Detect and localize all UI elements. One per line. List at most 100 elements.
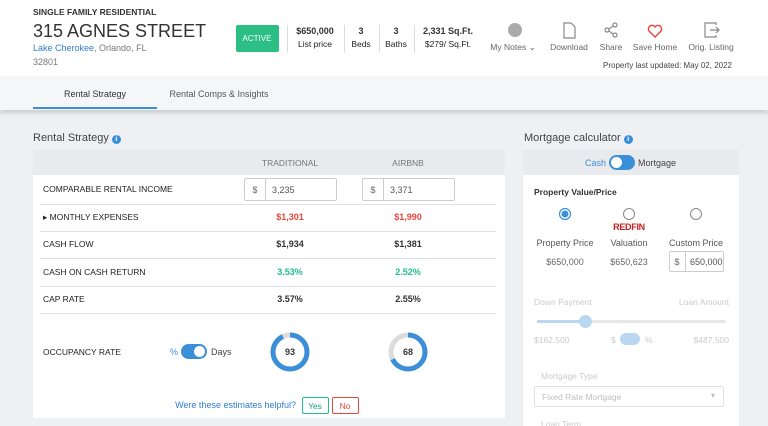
currency: $	[370, 185, 376, 195]
donut-arc	[270, 332, 310, 372]
toggle-label[interactable]: Days	[211, 347, 232, 357]
input-value[interactable]: 3,371	[390, 185, 413, 195]
row-divider	[40, 231, 496, 232]
tab-underline	[33, 107, 157, 109]
row-label-text: MONTHLY EXPENSES	[49, 212, 139, 222]
option-label: Property Price	[536, 238, 594, 248]
stat-label: Beds	[351, 39, 371, 49]
panel	[33, 150, 505, 418]
stat-label: List price	[297, 39, 333, 49]
stat-label: Baths	[385, 39, 407, 49]
cell: $1,934	[276, 239, 304, 249]
radio[interactable]	[690, 208, 702, 220]
stat-value: 3	[358, 26, 364, 36]
location: Lake Cherokee, Orlando, FL	[33, 42, 147, 54]
field-label: Down Payment	[534, 297, 592, 307]
slider-knob[interactable]	[579, 315, 592, 328]
divider	[344, 25, 345, 53]
stat-value: $650,000	[296, 26, 334, 36]
feedback-question: Were these estimates helpful?	[175, 400, 296, 410]
currency: $	[252, 185, 258, 195]
divider	[414, 25, 415, 53]
radio-dot	[561, 210, 569, 218]
cell: 2.52%	[395, 267, 421, 277]
city: , Orlando, FL	[94, 43, 147, 53]
slider-track	[537, 320, 726, 323]
divider	[287, 25, 288, 53]
listing-icon	[704, 22, 720, 38]
table-header	[33, 150, 505, 175]
field-label: Loan Term	[541, 419, 582, 426]
tab-active[interactable]: Rental Strategy	[63, 89, 127, 99]
divider	[379, 25, 380, 53]
toggle-label[interactable]: Cash	[584, 158, 606, 168]
loan-value: $487,500	[693, 335, 729, 345]
row-divider	[40, 313, 496, 314]
cell: 3.53%	[277, 267, 303, 277]
brand-logo: REDFIN	[613, 222, 645, 232]
slider-fill	[537, 320, 585, 323]
option-value: $650,623	[610, 257, 648, 267]
option-value: $650,000	[546, 257, 584, 267]
input-prefix	[362, 178, 384, 201]
row-label: CASH ON CASH RETURN	[43, 267, 146, 277]
row-label: COMPARABLE RENTAL INCOME	[43, 184, 173, 194]
tab[interactable]: Rental Comps & Insights	[169, 89, 269, 99]
action[interactable]: Orig. Listing	[688, 42, 734, 52]
yes-label[interactable]: Yes	[308, 401, 322, 411]
yes-button[interactable]	[302, 397, 329, 414]
cell: $1,301	[276, 212, 304, 222]
row-label[interactable]: ▸ MONTHLY EXPENSES	[43, 212, 139, 222]
cell: $1,990	[394, 212, 422, 222]
stat-label: $279/ Sq.Ft.	[424, 39, 472, 49]
input[interactable]	[244, 178, 337, 201]
toggle-knob	[194, 346, 205, 357]
last-updated: Property last updated: May 02, 2022	[603, 61, 732, 70]
action[interactable]: Download	[550, 42, 588, 52]
action[interactable]: Save Home	[632, 42, 678, 52]
column-header: TRADITIONAL	[261, 158, 319, 168]
field-label: Loan Amount	[678, 297, 729, 307]
share-icon	[604, 22, 618, 38]
select-arrow: ▾	[711, 391, 716, 400]
no-button[interactable]	[332, 397, 359, 414]
header	[0, 0, 768, 76]
stat-value: 3	[393, 26, 399, 36]
toggle-label[interactable]: %	[170, 347, 179, 357]
action[interactable]: My Notes ⌄	[490, 42, 536, 52]
input[interactable]	[669, 251, 724, 272]
status-badge	[236, 25, 279, 52]
cell: 3.57%	[277, 294, 303, 304]
option-label: Custom Price	[668, 238, 724, 248]
cell: 2.55%	[395, 294, 421, 304]
toggle-label[interactable]: Mortgage	[638, 158, 677, 168]
action-icons	[508, 22, 720, 39]
action[interactable]: Share	[599, 42, 623, 52]
input-value[interactable]: 3,235	[272, 185, 295, 195]
select-value[interactable]: Fixed Rate Mortgage	[542, 392, 622, 402]
tab-bar	[0, 76, 768, 110]
section-title: Mortgage calculator i	[524, 132, 633, 144]
currency: $	[611, 335, 616, 345]
title-text: Rental Strategy	[33, 132, 109, 144]
property-type: SINGLE FAMILY RESIDENTIAL	[33, 7, 157, 17]
radios[interactable]	[555, 204, 705, 224]
status: ACTIVE	[242, 34, 272, 43]
down-value: $162,500	[534, 335, 570, 345]
neighborhood-link[interactable]: Lake Cherokee	[33, 43, 95, 53]
row-label: OCCUPANCY RATE	[43, 347, 121, 357]
row-divider	[40, 286, 496, 287]
subsection-title: Property Value/Price	[534, 187, 617, 197]
input-prefix	[244, 178, 266, 201]
no-label[interactable]: No	[339, 401, 351, 411]
section-title: Rental Strategy i	[33, 132, 121, 144]
action-label[interactable]: My Notes	[490, 42, 527, 52]
row-divider	[40, 258, 496, 259]
select[interactable]	[534, 386, 724, 407]
option-label: Valuation	[610, 238, 648, 248]
radio[interactable]	[623, 208, 635, 220]
input[interactable]	[362, 178, 455, 201]
toggle[interactable]	[620, 333, 640, 345]
input-value[interactable]: 650,000	[690, 257, 723, 267]
